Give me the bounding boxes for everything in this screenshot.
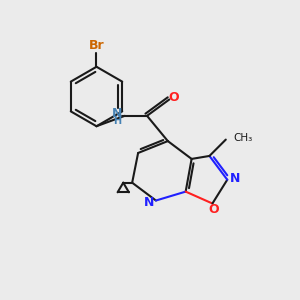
Text: N: N	[112, 107, 122, 120]
Text: O: O	[169, 92, 179, 104]
Text: N: N	[230, 172, 240, 185]
Text: CH₃: CH₃	[233, 133, 253, 143]
Text: O: O	[208, 203, 219, 216]
Text: Br: Br	[89, 40, 104, 52]
Text: N: N	[144, 196, 154, 208]
Text: H: H	[113, 116, 122, 126]
